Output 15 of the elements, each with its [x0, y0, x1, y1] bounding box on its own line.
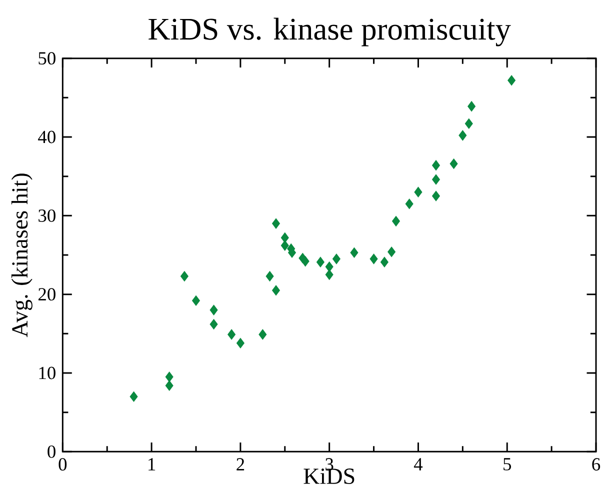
x-tick-label: 2: [236, 458, 244, 470]
x-axis-title: KiDS: [304, 468, 354, 484]
x-tick-label: 4: [414, 458, 423, 470]
chart-title: KiDS vs. kinase promiscuity: [148, 18, 511, 46]
y-tick-label: 0: [48, 445, 56, 458]
y-tick-label: 20: [38, 288, 56, 301]
y-tick-label: 40: [38, 130, 56, 144]
y-tick-label: 30: [38, 209, 56, 222]
x-tick-label: 0: [58, 458, 67, 471]
y-axis-title: Avg. (kinases hit): [11, 174, 32, 338]
x-tick-label: 6: [592, 458, 600, 471]
y-tick-label: 10: [39, 366, 56, 380]
x-tick-label: 1: [148, 458, 156, 470]
x-tick-label: 5: [504, 458, 512, 470]
y-tick-label: 50: [38, 52, 56, 65]
